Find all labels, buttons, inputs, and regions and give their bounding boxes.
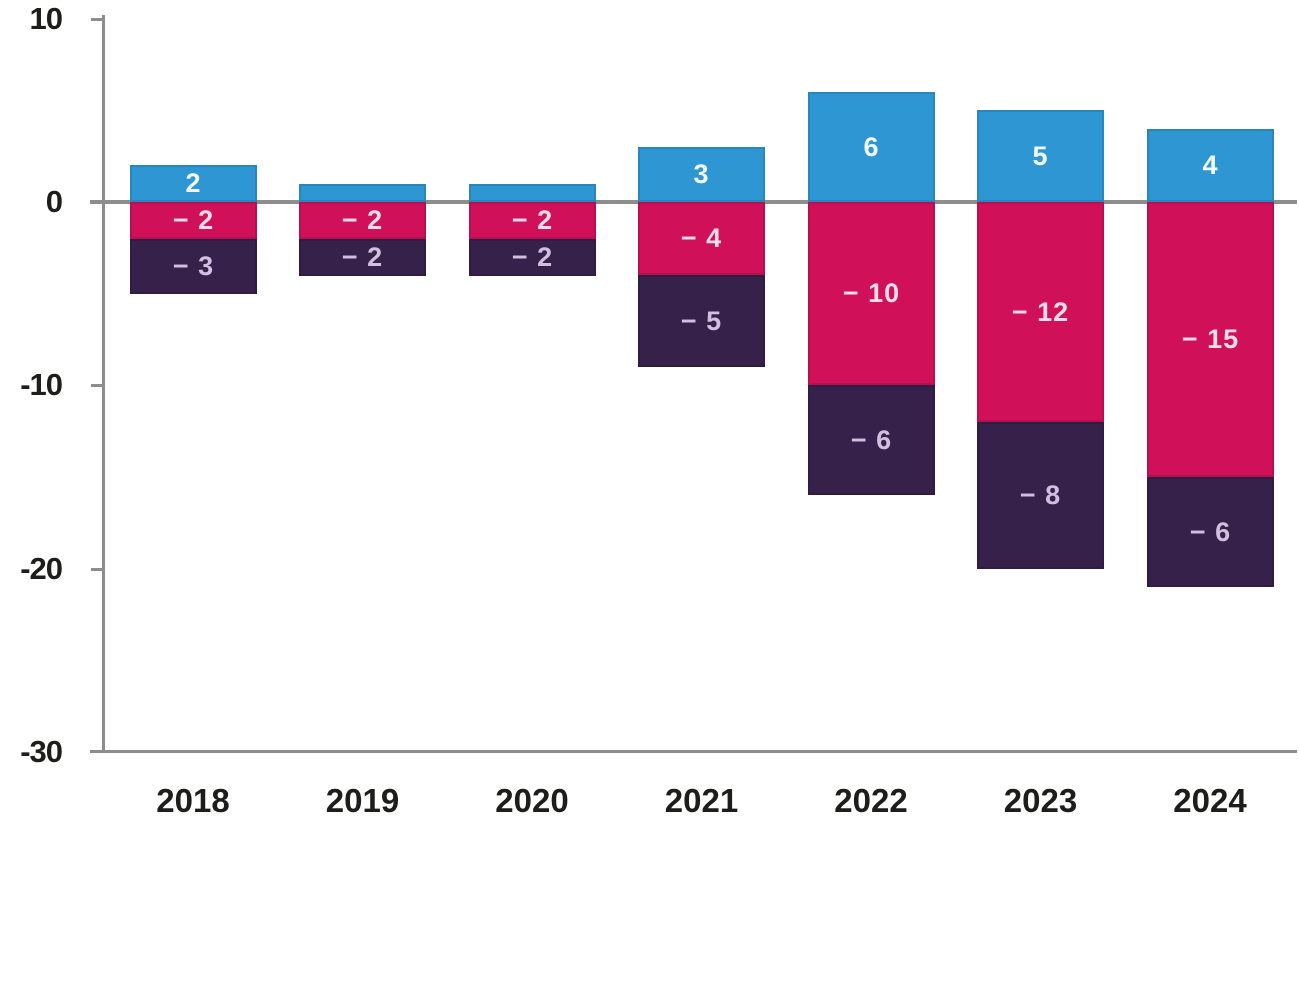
x-axis-tick-label: 2021 <box>664 782 739 819</box>
bar-value-label: 2 <box>185 168 202 198</box>
x-axis-tick-label: 2020 <box>495 782 569 819</box>
bar-segment: 3 <box>638 147 765 202</box>
bar-segment: − 15 <box>1147 202 1274 477</box>
bar-value-label: − 6 <box>1189 516 1232 547</box>
y-axis-tick-label: -20 <box>20 550 63 586</box>
bar-value-label: 5 <box>1032 140 1049 171</box>
bar-segment: − 8 <box>977 422 1104 569</box>
bar-value-label: − 2 <box>511 242 554 272</box>
bar-value-label: − 8 <box>1019 480 1062 510</box>
bar-value-label: − 2 <box>341 205 384 235</box>
bar-value-label: − 4 <box>680 223 723 253</box>
bar-value-label: − 2 <box>341 242 384 272</box>
bar-value-label: − 5 <box>680 305 723 336</box>
bar-value-label: − 12 <box>1011 296 1070 327</box>
bar-segment: − 3 <box>130 239 257 294</box>
x-axis-tick-label: 2022 <box>834 782 908 819</box>
y-axis-tick <box>91 384 103 388</box>
bar-segment: − 12 <box>977 202 1104 422</box>
bar-segment: − 2 <box>469 239 596 276</box>
bar-value-label: 3 <box>693 159 710 189</box>
x-axis-tick-label: 2018 <box>156 782 230 819</box>
bar-value-label: − 3 <box>172 251 215 281</box>
bar-segment: − 5 <box>638 275 765 367</box>
bar-segment: 5 <box>977 110 1104 202</box>
x-axis-line <box>90 750 1297 753</box>
bar-segment <box>299 184 426 202</box>
bar-value-label: − 10 <box>842 278 901 308</box>
bar-segment: − 10 <box>808 202 935 385</box>
bar-segment: − 2 <box>299 202 426 239</box>
y-axis-tick-label: -10 <box>20 367 63 403</box>
bar-value-label: 4 <box>1202 150 1219 180</box>
chart-plot-area: 10 0 -10 -20 -30 2018 2019 2020 2021 2022 2023 2024… <box>20 0 1297 819</box>
bar-segment <box>469 184 596 202</box>
y-axis-tick <box>91 17 103 21</box>
x-axis-tick-label: 2024 <box>1173 782 1247 819</box>
bar-segment: 4 <box>1147 129 1274 202</box>
bar-segment: − 2 <box>299 239 426 276</box>
y-axis-line <box>102 15 105 752</box>
bar-value-label: − 15 <box>1181 324 1240 354</box>
x-axis-tick-label: 2019 <box>325 782 400 819</box>
bar-value-label: − 2 <box>172 205 215 235</box>
bar-segment: − 2 <box>130 202 257 239</box>
y-axis-tick <box>91 567 103 571</box>
x-axis-tick-label: 2023 <box>1003 782 1078 819</box>
chart-legend: Kasschuif naar voren Kasschuif naar acht… <box>0 860 1299 986</box>
y-axis-tick-label: -30 <box>20 733 63 769</box>
bar-value-label: 6 <box>863 131 880 162</box>
bar-segment: − 2 <box>469 202 596 239</box>
bar-segment: 2 <box>130 165 257 202</box>
bar-segment: − 4 <box>638 202 765 275</box>
bar-segment: 6 <box>808 92 935 202</box>
y-axis-tick-label: 10 <box>29 0 63 36</box>
bar-value-label: − 6 <box>850 424 893 455</box>
bar-value-label: − 2 <box>511 205 554 235</box>
y-axis-tick-label: 0 <box>45 184 63 219</box>
bar-segment: − 6 <box>1147 477 1274 587</box>
bar-segment: − 6 <box>808 385 935 495</box>
